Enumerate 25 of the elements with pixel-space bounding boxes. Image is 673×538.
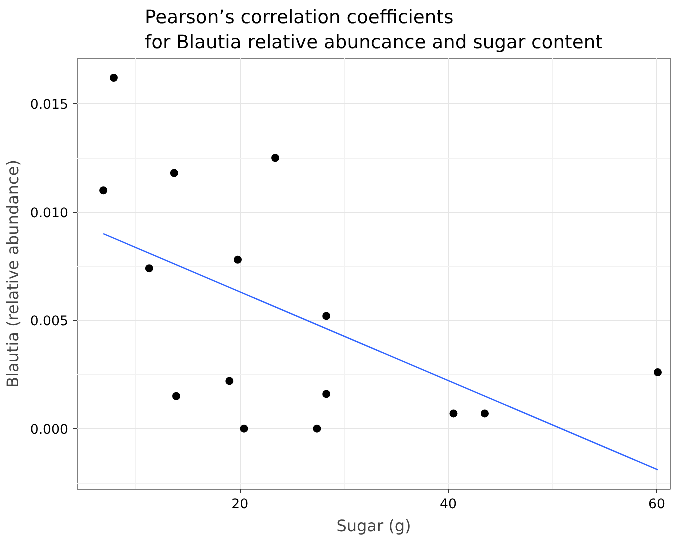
point	[480, 410, 489, 418]
x-tick-label: 40	[440, 498, 458, 512]
point	[322, 390, 331, 398]
point	[234, 256, 242, 264]
y-tick-label: 0.000	[30, 422, 68, 438]
y-tick-label: 0.010	[30, 206, 68, 222]
point	[322, 312, 331, 320]
point	[145, 264, 154, 273]
point	[110, 74, 118, 82]
y-tick-label: 0.005	[30, 314, 68, 330]
point	[100, 186, 108, 195]
y-tick-label: 0.015	[30, 98, 68, 113]
point	[240, 424, 248, 433]
point	[654, 368, 662, 377]
point	[172, 392, 181, 400]
point	[313, 424, 322, 433]
point	[272, 154, 280, 162]
chart-title: Pearson’s correlation coefficients for Blautia relative abuncance and sugar content	[145, 7, 603, 54]
point	[226, 377, 234, 386]
x-axis-title: Sugar (g)	[336, 516, 412, 536]
x-tick-label: 20	[232, 498, 249, 512]
point	[170, 169, 178, 178]
point	[450, 410, 458, 418]
x-tick-label: 60	[648, 498, 666, 512]
y-axis-title: Blautia (relative abundance)	[3, 160, 22, 388]
